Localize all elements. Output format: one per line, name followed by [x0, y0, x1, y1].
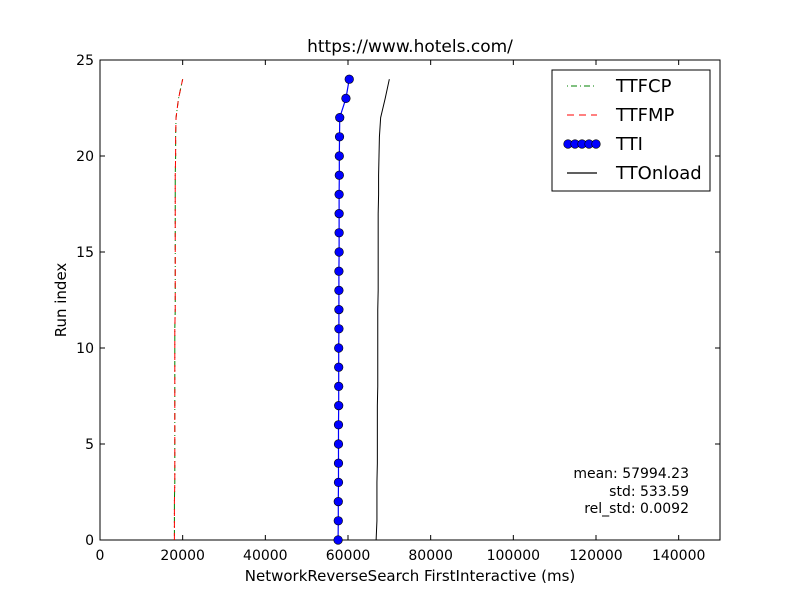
data-point-tti [333, 439, 344, 449]
x-tick-label: 140000 [652, 548, 705, 564]
data-point-tti [334, 132, 345, 142]
data-point-tti [334, 401, 344, 411]
data-point-tti [334, 170, 344, 180]
x-tick-label: 120000 [569, 548, 622, 564]
data-point-tti [334, 381, 344, 392]
y-tick-label: 20 [76, 149, 94, 165]
legend-marker-tti [591, 139, 601, 149]
mean-annotation: mean: 57994.23 [573, 466, 689, 482]
data-point-tti [334, 189, 344, 199]
data-point-tti [333, 477, 344, 488]
y-axis: 0 5 10 15 20 25 [76, 53, 720, 549]
chart-title: https://www.hotels.com/ [307, 37, 513, 57]
legend-label-tti: TTI [615, 134, 643, 155]
data-point-tti [334, 305, 344, 315]
x-axis-label: NetworkReverseSearch FirstInteractive (m… [245, 567, 576, 585]
rel-std-annotation: rel_std: 0.0092 [584, 501, 689, 517]
data-point-tti [334, 209, 344, 219]
data-point-tti [334, 343, 344, 353]
data-point-tti [334, 285, 344, 296]
data-point-tti [344, 74, 354, 84]
x-tick-label: 20000 [160, 548, 205, 564]
y-tick-label: 5 [85, 437, 94, 453]
data-point-tti [334, 228, 344, 238]
x-axis: 0 20000 40000 60000 80000 100000 120000 140000 [96, 60, 705, 564]
y-axis-label: Run index [52, 263, 70, 338]
data-point-tti [334, 151, 344, 161]
data-point-tti [334, 247, 344, 257]
series-line-ttfmp [173, 79, 184, 540]
y-tick-label: 0 [85, 533, 94, 549]
legend-tti-markers [563, 139, 601, 149]
y-tick-label: 25 [76, 53, 94, 69]
data-point-tti [333, 420, 344, 430]
legend: TTFCP TTFMP TTI TTOnload [551, 69, 711, 192]
data-point-tti [335, 112, 345, 123]
legend-label-ttfmp: TTFMP [615, 105, 675, 126]
std-annotation: std: 533.59 [609, 484, 689, 500]
y-tick-label: 10 [76, 341, 94, 357]
x-tick-label: 40000 [243, 548, 288, 564]
data-point-tti [333, 458, 344, 468]
series-line-ttonload [375, 79, 390, 541]
data-point-tti [334, 324, 344, 334]
data-point-tti [333, 516, 343, 526]
legend-label-ttonload: TTOnload [615, 163, 702, 184]
data-point-tti [334, 266, 344, 276]
y-tick-label: 15 [76, 245, 94, 261]
x-tick-label: 100000 [487, 548, 540, 564]
data-point-tti [341, 93, 351, 103]
legend-label-ttfcp: TTFCP [615, 76, 672, 97]
data-point-tti [334, 362, 344, 372]
series-layer [173, 74, 390, 545]
plot-area [99, 59, 721, 541]
data-point-tti [333, 497, 343, 507]
x-tick-label: 80000 [408, 548, 453, 564]
x-tick-label: 0 [96, 548, 105, 564]
data-point-tti [333, 535, 343, 545]
legend-box [551, 69, 711, 192]
x-tick-label: 60000 [326, 548, 371, 564]
